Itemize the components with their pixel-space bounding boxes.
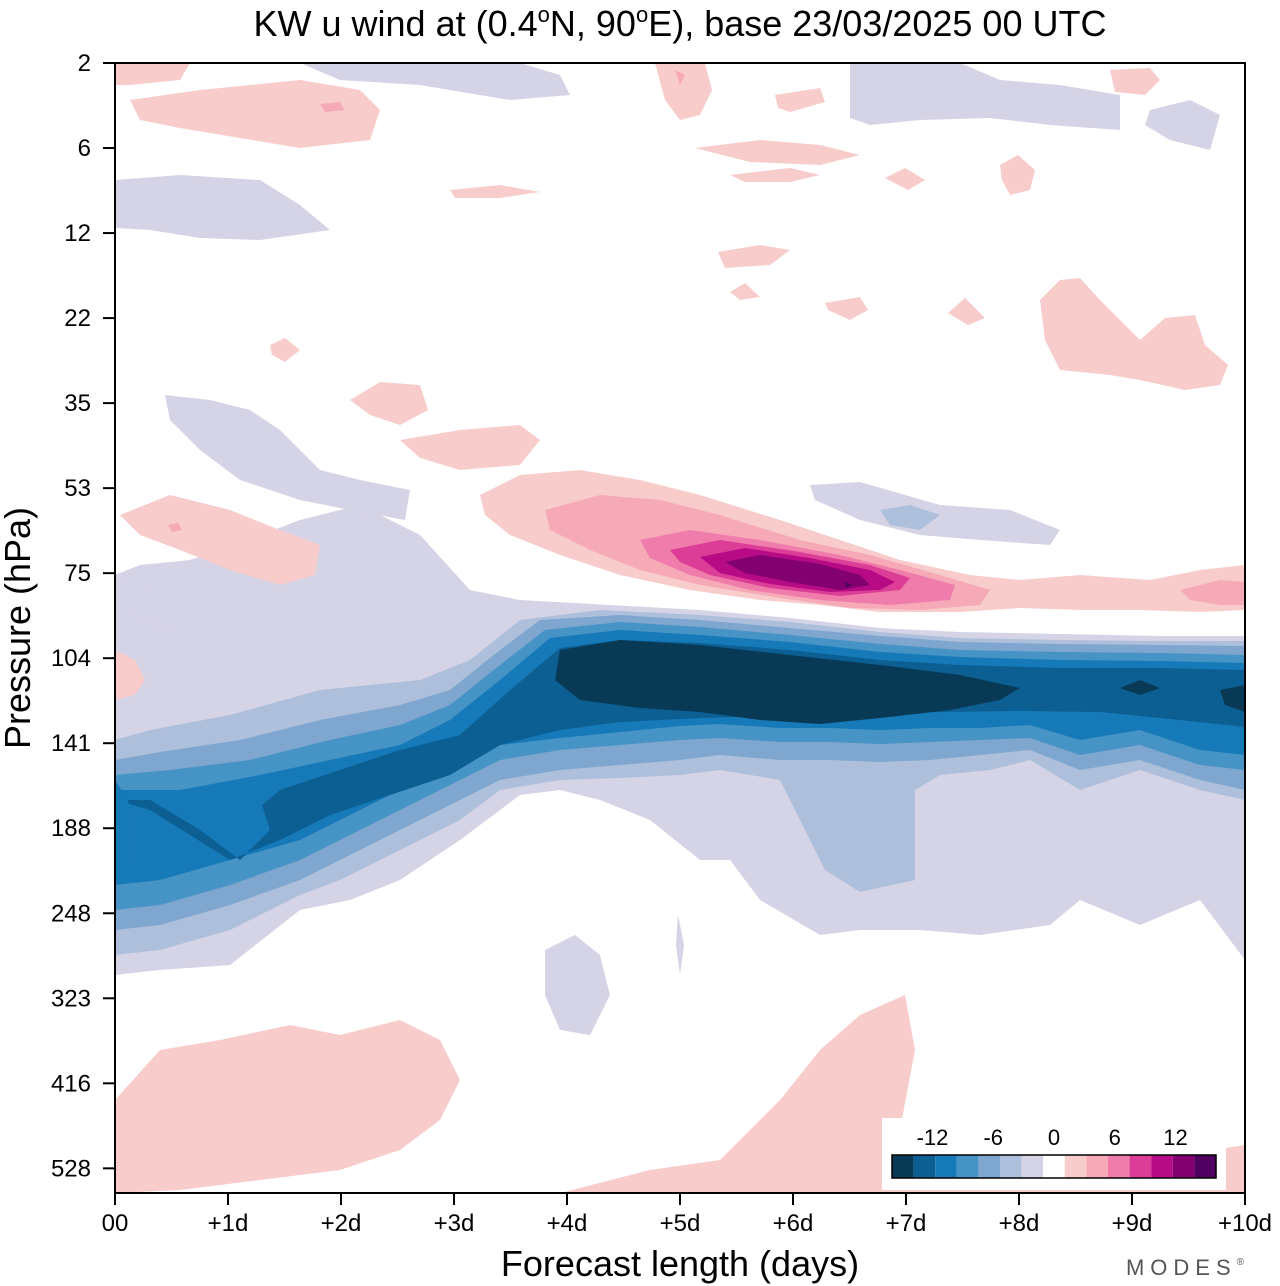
colorbar-swatch	[913, 1155, 936, 1178]
colorbar-swatch	[1151, 1155, 1173, 1178]
easterly-band-18	[1145, 100, 1220, 150]
colorbar-swatch	[1086, 1155, 1108, 1178]
westerly-band-2	[560, 995, 1245, 1193]
y-tick-label: 75	[64, 560, 91, 587]
y-axis-label: Pressure (hPa)	[0, 507, 38, 749]
colorbar-frame	[891, 1154, 1217, 1179]
y-tick-label: 416	[51, 1070, 91, 1097]
colorbar-swatch	[956, 1155, 979, 1178]
westerly-band-27	[825, 297, 868, 320]
westerly-band-29	[1040, 278, 1228, 390]
x-tick-label: +8d	[999, 1210, 1040, 1237]
westerly-band-22	[885, 168, 925, 190]
colorbar-swatch	[1021, 1155, 1044, 1178]
colorbar-swatch	[978, 1155, 1000, 1178]
easterly-band-20	[676, 915, 684, 975]
colorbar-swatch	[1172, 1155, 1195, 1178]
westerly-band-31	[350, 382, 428, 425]
x-tick-label: +1d	[208, 1210, 249, 1237]
x-tick-label: +7d	[886, 1210, 927, 1237]
y-tick-label: 528	[51, 1155, 91, 1182]
westerly-band-21	[730, 168, 820, 182]
westerly-band-13	[115, 63, 190, 85]
x-tick-label: +4d	[547, 1210, 588, 1237]
colorbar-swatch	[1043, 1155, 1065, 1178]
contour-field	[115, 63, 1245, 1193]
westerly-band-15	[320, 102, 345, 112]
x-axis-label: Forecast length (days)	[501, 1243, 859, 1284]
westerly-band-20	[695, 140, 860, 165]
colorbar-swatch	[935, 1155, 957, 1178]
colorbar-label: 0	[1048, 1125, 1060, 1150]
y-tick-label: 104	[51, 645, 91, 672]
y-tick-label: 35	[64, 390, 91, 417]
x-tick-label: +9d	[1112, 1210, 1153, 1237]
westerly-band-28	[948, 298, 985, 325]
colorbar-label: 6	[1109, 1125, 1121, 1150]
x-tick-label: +10d	[1218, 1210, 1272, 1237]
colorbar-swatch	[892, 1155, 914, 1178]
plot-area	[114, 62, 1246, 1194]
westerly-band-33	[115, 650, 145, 700]
colorbar-swatch	[1000, 1155, 1022, 1178]
x-axis: 00 +1d +2d +3d +4d +5d +6d +7d +8d +9d +10d	[102, 1193, 1272, 1237]
chart-title: KW u wind at (0.4oN, 90oE), base 23/03/2…	[254, 2, 1107, 44]
westerly-band-16	[655, 63, 712, 120]
easterly-band-8	[1120, 680, 1160, 695]
westerly-band-30	[270, 338, 300, 362]
modes-logo: MODES®	[1126, 1255, 1250, 1280]
easterly-band-9	[1220, 685, 1245, 712]
colorbar-swatch	[1064, 1155, 1087, 1178]
colorbar-swatch	[1194, 1155, 1216, 1178]
y-tick-label: 22	[64, 305, 91, 332]
y-axis: 2 6 12 22 35 53 75 104 141 188 248 323 416 528	[51, 50, 115, 1182]
easterly-band-10	[115, 780, 135, 880]
westerly-band-23	[1000, 155, 1035, 195]
easterly-band-19	[545, 935, 610, 1035]
colorbar-label: -6	[983, 1125, 1003, 1150]
y-tick-label: 323	[51, 985, 91, 1012]
easterly-band-17	[850, 63, 1120, 130]
easterly-band-15	[880, 505, 940, 530]
y-tick-label: 12	[64, 220, 91, 247]
westerly-band-24	[450, 185, 540, 198]
westerly-band-26	[730, 283, 760, 300]
x-tick-label: +3d	[434, 1210, 475, 1237]
easterly-band-7	[555, 640, 1020, 724]
westerly-band-8	[725, 555, 870, 590]
colorbar-legend: -12 -6 0 6 12	[882, 1118, 1226, 1190]
easterly-band-12	[300, 63, 570, 100]
easterly-band-11	[115, 175, 330, 240]
westerly-band-1	[115, 1020, 460, 1193]
westerly-band-11	[168, 523, 182, 532]
easterly-band-13	[165, 395, 410, 520]
y-tick-label: 6	[78, 135, 91, 162]
y-tick-label: 248	[51, 900, 91, 927]
colorbar-label: 12	[1163, 1125, 1187, 1150]
y-tick-label: 141	[51, 730, 91, 757]
westerly-band-32	[400, 425, 540, 470]
x-tick-label: 00	[102, 1210, 129, 1237]
colorbar-swatch	[1108, 1155, 1130, 1178]
westerly-band-19	[775, 88, 825, 112]
easterly-band-16	[115, 580, 230, 640]
x-tick-label: +2d	[321, 1210, 362, 1237]
y-tick-label: 2	[78, 50, 91, 77]
westerly-band-12	[1180, 580, 1245, 605]
westerly-band-18	[1110, 68, 1160, 95]
westerly-band-9	[845, 582, 852, 588]
westerly-band-14	[130, 80, 380, 148]
colorbar-swatch	[1129, 1155, 1152, 1178]
x-tick-label: +5d	[660, 1210, 701, 1237]
y-tick-label: 188	[51, 815, 91, 842]
westerly-band-25	[718, 245, 790, 268]
y-tick-label: 53	[64, 475, 91, 502]
westerly-band-17	[675, 70, 685, 85]
colorbar-label: -12	[917, 1125, 949, 1150]
x-tick-label: +6d	[773, 1210, 814, 1237]
westerly-band-10	[120, 495, 320, 585]
